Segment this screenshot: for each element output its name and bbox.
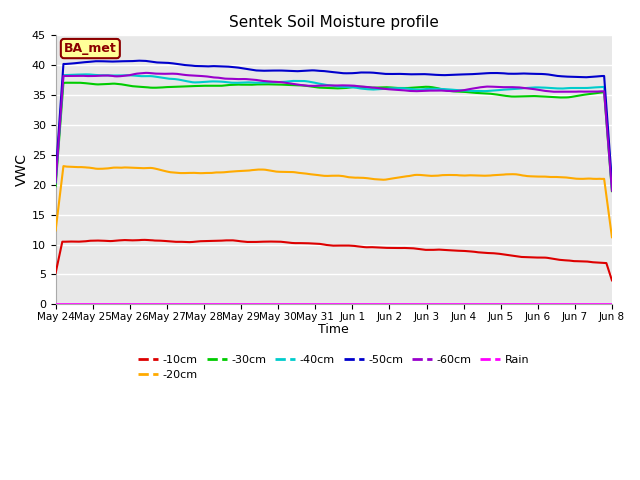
Title: Sentek Soil Moisture profile: Sentek Soil Moisture profile [229, 15, 438, 30]
Legend: -10cm, -20cm, -30cm, -40cm, -50cm, -60cm, Rain: -10cm, -20cm, -30cm, -40cm, -50cm, -60cm… [134, 350, 534, 385]
X-axis label: Time: Time [319, 324, 349, 336]
Y-axis label: VWC: VWC [15, 153, 29, 186]
Text: BA_met: BA_met [64, 42, 116, 55]
